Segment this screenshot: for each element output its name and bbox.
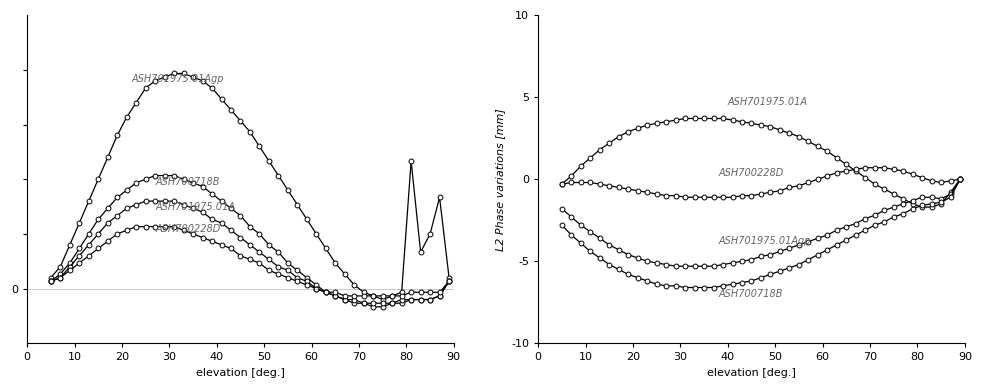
Text: ASH700228D: ASH700228D <box>155 224 220 234</box>
Text: ASH700228D: ASH700228D <box>719 168 783 177</box>
X-axis label: elevation [deg.]: elevation [deg.] <box>707 368 796 378</box>
Text: ASH700718B: ASH700718B <box>719 289 782 299</box>
Y-axis label: L2 Phase variations [mm]: L2 Phase variations [mm] <box>495 108 505 251</box>
Text: ASH701975.01A: ASH701975.01A <box>727 97 808 107</box>
Text: ASH701975.01Agp: ASH701975.01Agp <box>719 237 811 247</box>
Text: ASH701975.01Agp: ASH701975.01Agp <box>132 74 224 84</box>
Text: ASH701975.01A: ASH701975.01A <box>155 202 235 212</box>
X-axis label: elevation [deg.]: elevation [deg.] <box>196 368 285 378</box>
Text: ASH700718B: ASH700718B <box>155 177 219 186</box>
